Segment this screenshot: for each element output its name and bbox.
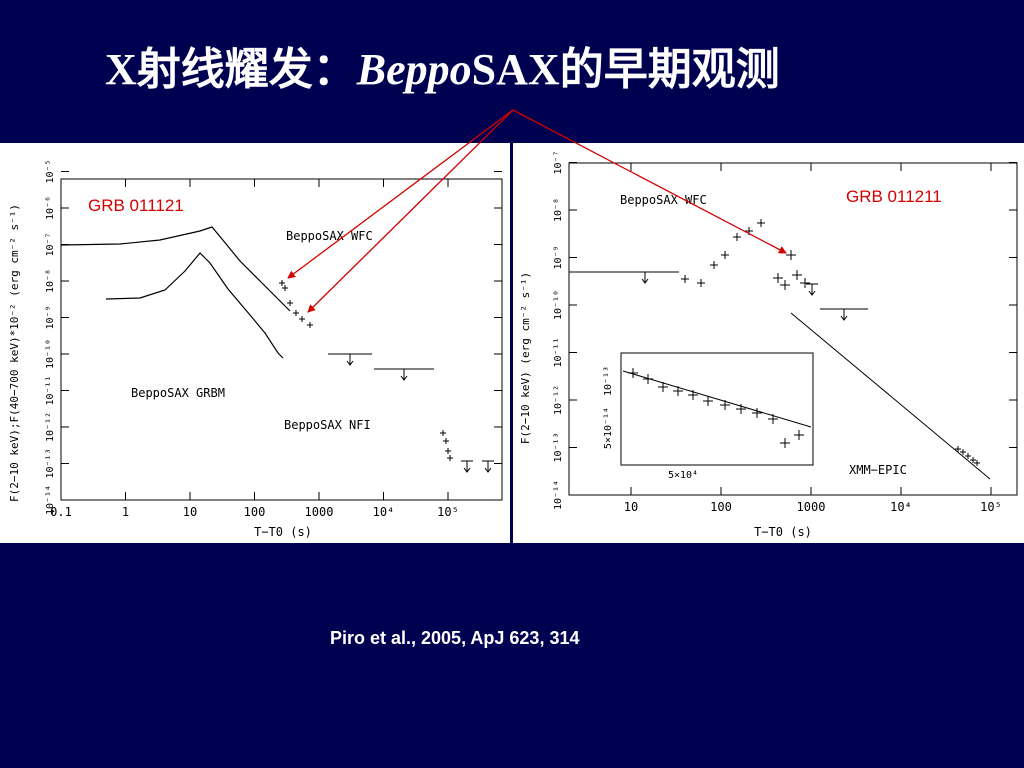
left-upper-limit — [400, 375, 408, 381]
left-x-tick-label: 10⁵ — [437, 505, 459, 519]
left-nfi-label: BeppoSAX NFI — [284, 418, 371, 432]
left-grbm-label: BeppoSAX GRBM — [131, 386, 225, 400]
left-x-tick-label: 10⁴ — [373, 505, 395, 519]
left-y-axis-label: F(2−10 keV);F(40−700 keV)*10⁻² (erg cm⁻²… — [8, 204, 21, 502]
right-upper-limit — [808, 290, 816, 296]
left-upper-limit — [463, 467, 471, 473]
right-y-tick-label: 10⁻⁸ — [553, 198, 564, 222]
left-upper-limit — [484, 467, 492, 473]
right-x-tick-label: 10⁵ — [980, 500, 1002, 514]
left-y-tick-labels: 10⁻¹⁴ 10⁻¹³ 10⁻¹² 10⁻¹¹ 10⁻¹⁰ 10⁻⁹ 10⁻⁸ 10⁻⁷ 10⁻… — [45, 159, 56, 515]
left-y-tick-label: 10⁻¹⁰ — [45, 339, 56, 369]
left-grbm-curve — [105, 252, 284, 359]
right-y-tick-label: 10⁻¹¹ — [553, 337, 564, 367]
left-x-axis-label: T−T0 (s) — [254, 525, 312, 539]
right-decay-line — [790, 312, 991, 480]
left-grb-label: GRB 011121 — [88, 196, 184, 215]
right-x-tick-label: 10⁴ — [890, 500, 912, 514]
right-x-tick-label: 10 — [624, 500, 638, 514]
left-x-tick-label: 1 — [122, 505, 129, 519]
right-x-axis-label: T−T0 (s) — [754, 525, 812, 539]
inset-data-points — [622, 368, 812, 448]
left-plot-frame — [60, 178, 503, 501]
left-x-tick-marks — [60, 179, 449, 500]
inset-y-tick-top: 10⁻¹³ — [603, 366, 614, 396]
right-y-tick-label: 10⁻¹³ — [553, 432, 564, 462]
left-lightcurve-plot: 0.1 1 10 100 1000 10⁴ 10⁵ 10⁻¹⁴ 10⁻¹³ 10⁻¹² 10⁻¹¹… — [8, 159, 503, 539]
left-x-tick-label: 10 — [183, 505, 197, 519]
left-y-tick-label: 10⁻⁹ — [45, 305, 56, 329]
right-epic-label: XMM−EPIC — [849, 463, 907, 477]
left-y-tick-label: 10⁻¹³ — [45, 448, 56, 478]
right-lightcurve-plot: 10 100 1000 10⁴ 10⁵ 10⁻¹⁴10⁻¹³10⁻¹²10⁻¹¹10⁻¹… — [519, 150, 1018, 539]
left-x-tick-label: 0.1 — [50, 505, 72, 519]
left-x-tick-label: 1000 — [305, 505, 334, 519]
right-y-tick-label: 10⁻¹² — [553, 385, 564, 415]
left-y-tick-label: 10⁻⁷ — [45, 232, 56, 256]
right-x-tick-label: 1000 — [797, 500, 826, 514]
right-y-tick-label: 10⁻⁷ — [553, 150, 564, 174]
left-wfc-curve — [60, 226, 291, 312]
left-y-tick-label: 10⁻¹⁴ — [45, 485, 56, 515]
slide-title: X射线耀发：BeppoSAX的早期观测 — [105, 38, 780, 102]
citation: Piro et al., 2005, ApJ 623, 314 — [330, 628, 580, 648]
left-y-tick-marks — [61, 171, 502, 501]
left-y-tick-label: 10⁻⁵ — [45, 159, 56, 183]
right-upper-limit — [840, 315, 848, 321]
left-y-tick-label: 10⁻⁸ — [45, 269, 56, 293]
left-y-tick-label: 10⁻¹¹ — [45, 375, 56, 405]
left-upper-limit — [346, 360, 354, 366]
title-prefix: X射线耀发： — [105, 45, 357, 94]
inset-frame — [620, 352, 814, 466]
left-x-tick-labels: 0.1 1 10 100 1000 10⁴ 10⁵ — [50, 505, 459, 519]
inset-x-tick-label: 5×10⁴ — [668, 470, 698, 481]
right-upper-limit — [641, 278, 649, 284]
right-x-tick-label: 100 — [710, 500, 732, 514]
left-y-tick-label: 10⁻¹² — [45, 412, 56, 442]
right-data-points — [569, 219, 991, 480]
right-x-tick-labels: 10 100 1000 10⁴ 10⁵ — [624, 500, 1002, 514]
left-x-tick-label: 100 — [244, 505, 266, 519]
right-lightcurve-panel: 10 100 1000 10⁴ 10⁵ 10⁻¹⁴ 10⁻¹³ 10⁻¹² 10⁻¹¹ 10⁻¹… — [513, 143, 1024, 543]
inset-y-tick-mid: 5×10⁻¹⁴ — [603, 407, 614, 449]
title-bold: SAX — [471, 45, 560, 94]
right-grb-label: GRB 011211 — [846, 187, 942, 206]
left-wfc-label: BeppoSAX WFC — [286, 229, 373, 243]
right-y-axis-label: F(2−10 keV) (erg cm⁻² s⁻¹) — [519, 272, 532, 444]
left-data-points — [60, 226, 494, 473]
left-y-tick-label: 10⁻⁶ — [45, 196, 56, 220]
right-y-tick-label: 10⁻¹⁴ — [553, 480, 564, 510]
right-plot-frame — [568, 162, 1018, 496]
title-suffix: 的早期观测 — [559, 45, 780, 94]
right-y-tick-labels: 10⁻¹⁴ 10⁻¹³ 10⁻¹² 10⁻¹¹ 10⁻¹⁰ 10⁻⁹ 10⁻⁸ 10⁻⁷ — [553, 150, 564, 510]
right-y-tick-label: 10⁻⁹ — [553, 245, 564, 269]
inset-fit-line — [622, 370, 812, 428]
title-italic: Beppo — [356, 45, 472, 94]
right-wfc-label: BeppoSAX WFC — [620, 193, 707, 207]
left-lightcurve-panel: 0.1 1 10 100 1000 10⁴ 10⁵ 10⁻¹⁴ 10⁻¹³ 10⁻¹² 10⁻¹¹… — [0, 143, 510, 543]
right-y-tick-label: 10⁻¹⁰ — [553, 290, 564, 320]
